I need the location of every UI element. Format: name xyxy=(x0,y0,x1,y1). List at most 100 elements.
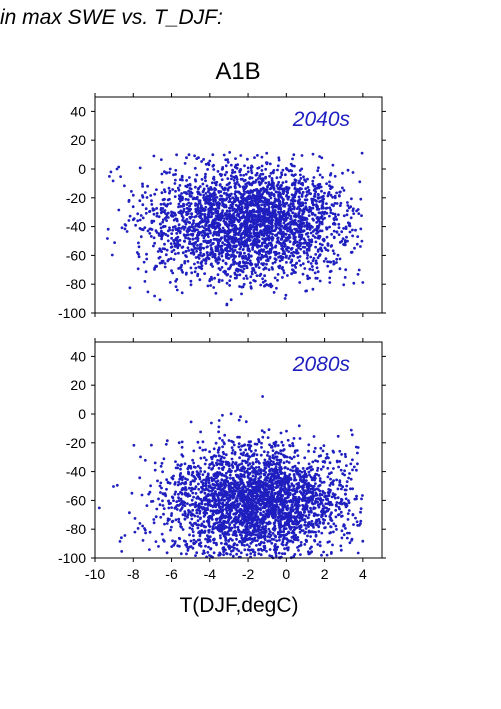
data-point xyxy=(181,270,185,274)
data-point xyxy=(165,522,169,525)
data-point xyxy=(216,211,220,215)
data-point xyxy=(199,215,203,218)
data-point xyxy=(279,503,282,506)
data-point xyxy=(264,471,268,474)
data-point xyxy=(228,181,232,185)
data-point xyxy=(191,197,195,201)
data-point xyxy=(231,240,235,243)
data-point xyxy=(269,459,273,463)
data-point xyxy=(256,245,259,249)
data-point xyxy=(239,551,243,555)
data-point xyxy=(183,510,187,514)
data-point xyxy=(285,193,289,197)
data-point xyxy=(326,466,330,470)
data-point xyxy=(268,202,272,206)
data-point xyxy=(328,281,332,284)
data-point xyxy=(137,241,140,245)
data-point xyxy=(157,256,161,260)
data-point xyxy=(187,229,191,233)
data-point xyxy=(238,285,242,288)
data-point xyxy=(351,468,354,472)
data-point xyxy=(150,203,154,206)
data-point xyxy=(350,433,354,437)
data-point xyxy=(313,185,317,188)
data-point xyxy=(184,197,188,201)
data-point xyxy=(142,260,146,264)
data-point xyxy=(170,214,174,218)
data-point xyxy=(200,225,204,228)
data-point xyxy=(191,546,195,550)
data-point xyxy=(254,199,257,203)
data-point xyxy=(268,232,272,235)
data-point xyxy=(242,282,246,286)
data-point xyxy=(252,180,255,184)
data-point xyxy=(186,220,190,224)
data-point xyxy=(234,236,238,240)
data-point xyxy=(158,503,162,507)
data-point xyxy=(336,253,340,257)
data-point xyxy=(238,254,241,258)
data-point xyxy=(157,497,160,501)
data-point xyxy=(246,221,249,224)
data-point xyxy=(343,452,347,456)
data-point xyxy=(246,548,250,552)
data-point xyxy=(141,203,145,207)
data-point xyxy=(173,506,177,510)
data-point xyxy=(181,245,185,249)
data-point xyxy=(123,184,126,188)
data-point xyxy=(240,202,243,206)
data-point xyxy=(233,248,237,252)
data-point xyxy=(242,192,246,196)
data-point xyxy=(231,171,234,175)
data-point xyxy=(196,205,200,209)
data-point xyxy=(344,527,347,530)
data-point xyxy=(258,231,262,234)
data-point xyxy=(177,211,181,214)
data-point xyxy=(144,211,148,215)
data-point xyxy=(298,527,302,531)
data-point xyxy=(275,176,279,180)
data-point xyxy=(264,250,268,254)
data-point xyxy=(227,200,231,204)
data-point xyxy=(236,190,240,194)
data-point xyxy=(284,236,288,240)
data-point xyxy=(295,248,298,252)
data-point xyxy=(282,204,285,208)
data-point xyxy=(248,259,252,263)
data-point xyxy=(224,164,228,168)
data-point xyxy=(296,256,300,259)
data-point xyxy=(270,238,274,242)
data-point xyxy=(160,191,164,195)
data-point xyxy=(204,217,207,221)
data-point xyxy=(257,206,261,210)
data-point xyxy=(251,462,255,466)
data-point xyxy=(228,284,232,287)
data-point xyxy=(253,237,257,241)
data-point xyxy=(293,270,296,274)
data-point xyxy=(244,227,248,230)
y-tick-label: 20 xyxy=(70,132,86,148)
data-point xyxy=(173,242,177,246)
data-point xyxy=(182,207,186,211)
data-point xyxy=(261,277,264,281)
data-point xyxy=(224,504,228,507)
data-point xyxy=(123,227,127,231)
data-point xyxy=(176,483,180,487)
data-point xyxy=(314,276,318,280)
data-point xyxy=(336,434,340,438)
data-point xyxy=(303,239,307,242)
data-point xyxy=(311,179,315,183)
data-point xyxy=(258,507,262,510)
data-point xyxy=(276,273,280,276)
data-point xyxy=(224,213,227,217)
data-point xyxy=(192,522,196,525)
data-point xyxy=(331,212,335,216)
data-point xyxy=(315,221,318,224)
data-point xyxy=(190,225,193,229)
data-point xyxy=(349,487,352,491)
data-point xyxy=(338,449,342,453)
data-point xyxy=(207,188,211,192)
data-point xyxy=(128,214,132,218)
data-point xyxy=(214,245,218,249)
data-point xyxy=(250,203,254,207)
